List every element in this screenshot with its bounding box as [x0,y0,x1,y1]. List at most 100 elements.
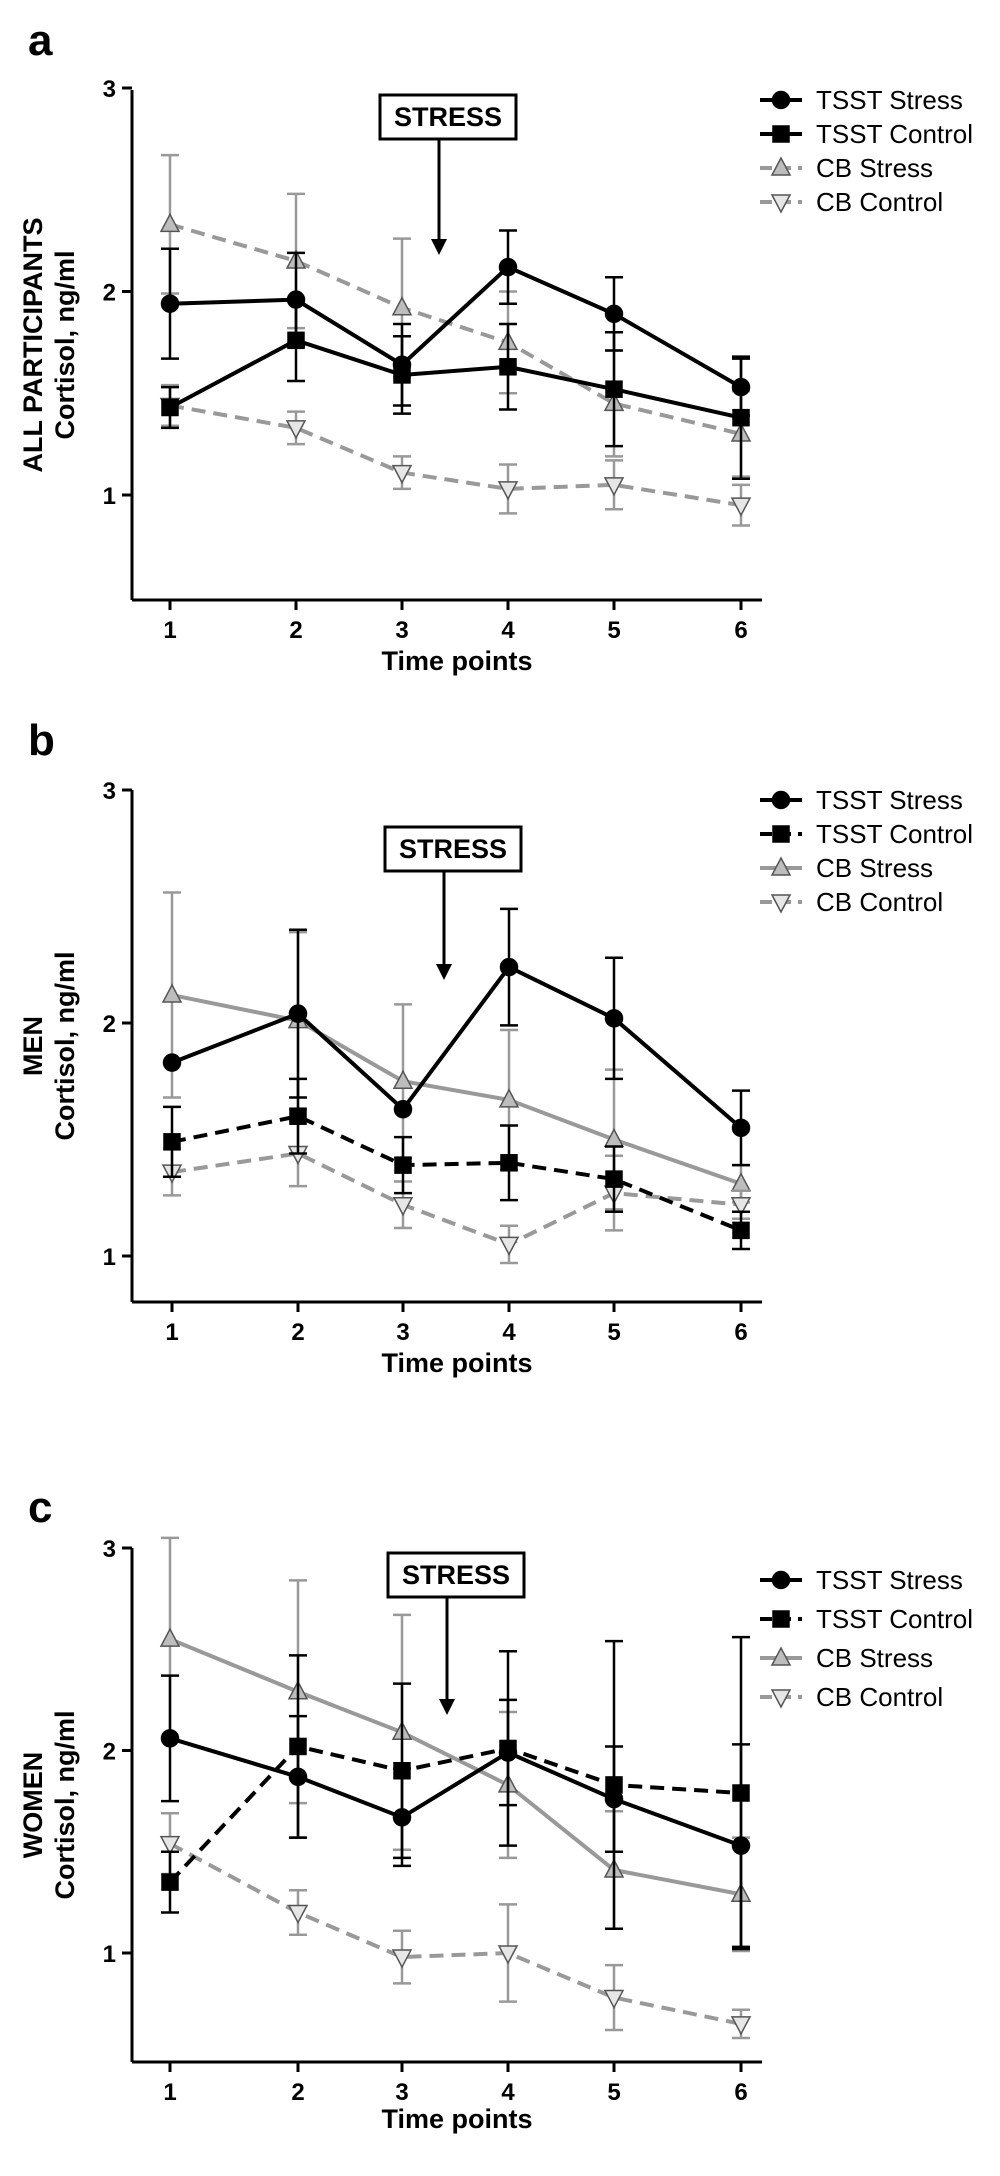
legend-marker [770,156,792,176]
data-point [391,464,413,485]
y-tick-label: 2 [103,1011,116,1038]
data-point [731,1118,751,1138]
series-tsst-stress [162,907,751,1167]
y-axis-title: Cortisol, ng/ml [50,251,80,440]
x-tick-label: 4 [501,2079,515,2106]
y-tick-label: 3 [103,1536,116,1563]
panel-letter: c [28,1483,52,1532]
data-point [730,1196,752,1217]
series-line [169,338,742,420]
legend-item: TSST Control [760,819,973,849]
series-cb-control [159,1812,752,2040]
data-point [392,355,412,375]
stress-label: STRESS [394,102,502,132]
data-point [160,1729,180,1748]
x-tick-label: 4 [502,1319,516,1346]
legend-label: CB Stress [816,853,933,883]
data-point [161,1873,179,1891]
data-point [160,294,180,313]
y-tick-label: 1 [103,483,116,510]
y-tick-label: 1 [103,1941,116,1968]
data-point [732,1221,750,1240]
data-point [731,1836,751,1855]
x-tick-label: 5 [607,2079,620,2106]
legend-marker [770,1689,792,1709]
legend-label: CB Stress [816,153,933,183]
data-point [393,1099,413,1119]
x-axis-title: Time points [381,1348,532,1378]
x-tick-label: 3 [396,1319,409,1346]
x-axis-title: Time points [381,646,532,676]
series-line [169,1736,742,1848]
x-axis-title: Time points [381,2104,532,2134]
data-point [288,1767,308,1787]
y-axis-group-title: MEN [18,1016,48,1076]
legend-label: CB Control [816,887,943,917]
data-point [498,1743,518,1762]
data-point [392,1808,412,1827]
chart-panel-b: b 1 2 3 1 2 3 4 5 6 Time points MEN Cortisol, ng/ml S… [18,716,973,1378]
y-axis-title: Cortisol, ng/ml [50,1711,80,1900]
data-point [288,1004,308,1023]
data-point [392,1069,414,1089]
chart-panel-a: a 1 2 3 1 2 3 4 5 6 Time points ALL PARTICIPANTS Cor… [18,16,973,676]
legend-label: CB Control [816,1682,943,1712]
data-point [499,358,517,376]
x-tick-label: 5 [607,617,620,644]
legend-item: TSST Stress [760,1565,963,1595]
panel-letter: a [28,16,53,65]
data-point [161,983,183,1003]
data-point [731,377,751,397]
legend-item: TSST Control [760,1604,973,1634]
legend-marker [772,825,790,843]
legend-item: CB Control [760,887,943,917]
y-axis-group-title: ALL PARTICIPANTS [18,218,48,473]
legend-label: CB Control [816,187,943,217]
stress-label: STRESS [402,1560,510,1590]
series-line [169,1841,742,2026]
data-point [161,398,179,417]
data-point [603,1989,625,2010]
legend-marker [771,790,791,810]
x-tick-label: 6 [734,1319,747,1346]
y-tick-label: 3 [103,778,116,805]
data-point [604,1789,624,1809]
legend-marker [770,894,792,914]
legend-marker [770,856,792,876]
legend-marker [771,90,791,110]
legend-label: TSST Stress [816,785,963,815]
series-cb-control [159,383,752,527]
series-tsst-control [163,1077,750,1251]
series-cb-control [161,1119,752,1265]
series-line [171,993,742,1186]
series-tsst-stress [160,1674,751,1949]
legend-label: TSST Stress [816,1565,963,1595]
series-tsst-control [161,1635,750,1951]
data-point [163,1133,181,1151]
chart-panel-c: c 1 2 3 1 2 3 4 5 6 Time points WOMEN Cortisol, ng/m… [18,1483,973,2134]
data-point [604,304,624,324]
legend-label: TSST Stress [816,85,963,115]
series-line [169,264,742,389]
y-axis-title: Cortisol, ng/ml [50,952,80,1141]
stress-box [383,825,523,873]
stress-box [378,93,518,141]
stress-arrow-head [431,239,447,255]
data-point [498,1236,520,1256]
stress-arrow-head [436,964,452,980]
x-tick-label: 5 [607,1319,620,1346]
x-tick-label: 2 [289,617,302,644]
series-cb-stress [159,1536,752,1953]
x-tick-label: 2 [291,2079,304,2106]
legend-item: TSST Stress [760,785,963,815]
legend-label: TSST Control [816,119,973,149]
data-point [603,477,625,497]
data-point [605,1170,623,1188]
y-tick-label: 1 [103,1244,116,1271]
data-point [287,1904,309,1925]
legend-item: CB Stress [760,153,933,183]
data-point [730,497,752,517]
legend-item: TSST Stress [760,85,963,115]
data-point [392,1196,414,1217]
